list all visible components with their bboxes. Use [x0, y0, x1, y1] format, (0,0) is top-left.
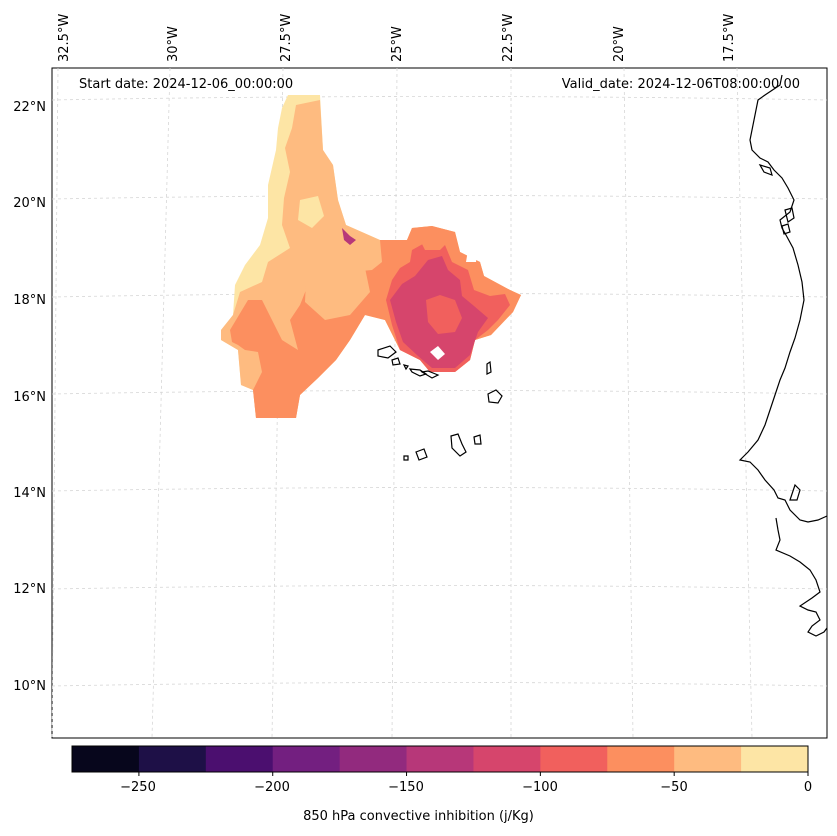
colorbar-label: 850 hPa convective inhibition (j/Kg) [303, 809, 534, 824]
colorbar-tick-marks [138, 772, 809, 776]
colorbar-segment [741, 746, 809, 772]
colorbar-segment [406, 746, 474, 772]
cin-patch-inner-3 [298, 196, 324, 228]
lat-label: 16°N [13, 390, 46, 405]
longitude-labels: 32.5°W 30°W 27.5°W 25°W 22.5°W 20°W 17.5… [57, 14, 737, 62]
island-santiago [450, 433, 467, 457]
colorbar-segment [72, 746, 140, 772]
colorbar-segment [674, 746, 742, 772]
cin-band-minus-150-to-minus-125 [342, 228, 356, 245]
west-africa-coastline [738, 74, 828, 637]
colorbar-tick-label: −250 [120, 780, 156, 795]
cin-contours [221, 95, 521, 418]
lon-label: 22.5°W [501, 14, 516, 62]
island-brava [403, 455, 409, 461]
cin-hole-1 [466, 247, 478, 262]
lat-label: 22°N [13, 100, 46, 115]
island-maio [473, 434, 482, 445]
colorbar-segment [339, 746, 408, 772]
island-sao-nicolau [408, 368, 428, 377]
colorbar-segment [272, 746, 341, 772]
colorbar-segment [607, 746, 675, 772]
island-fogo [415, 448, 428, 461]
lat-label: 20°N [13, 196, 46, 211]
colorbar [72, 746, 809, 772]
colorbar-segment [138, 746, 207, 772]
colorbar-frame [71, 745, 809, 773]
colorbar-tick-label: 0 [803, 780, 813, 795]
lon-label: 27.5°W [279, 14, 294, 62]
lat-label: 14°N [13, 486, 46, 501]
lon-label: 20°W [612, 26, 627, 62]
cin-patch-inner-2 [420, 232, 450, 250]
lon-label: 25°W [390, 26, 405, 62]
cin-patch-inner-4 [305, 256, 370, 320]
colorbar-tick-label: −100 [522, 780, 558, 795]
cin-patch-inner-1 [426, 295, 462, 334]
island-santa-luzia [402, 364, 409, 371]
start-date-label: Start date: 2024-12-06_00:00:00 [79, 77, 294, 92]
colorbar-tick-label: −50 [660, 780, 688, 795]
lat-label: 12°N [13, 582, 46, 597]
lon-label: 32.5°W [57, 14, 72, 62]
lat-label: 18°N [13, 293, 46, 308]
colorbar-tick-label: −150 [388, 780, 424, 795]
graticule [51, 67, 828, 739]
colorbar-segment [473, 746, 541, 772]
cape-verde-islands [377, 345, 503, 461]
colorbar-segment [540, 746, 608, 772]
island-sal-rei-dot [420, 370, 440, 379]
island-sao-vicente [391, 357, 401, 366]
valid-date-label: Valid_date: 2024-12-06T08:00:00.00 [561, 77, 800, 92]
lon-label: 17.5°W [722, 14, 737, 62]
lon-label: 30°W [166, 26, 181, 62]
lat-label: 10°N [13, 679, 46, 694]
colorbar-segment [205, 746, 274, 772]
latitude-labels: 22°N 20°N 18°N 16°N 14°N 12°N 10°N [13, 100, 46, 694]
cin-hole-2 [430, 346, 445, 360]
map-frame [51, 67, 828, 739]
colorbar-tick-label: −200 [254, 780, 290, 795]
island-boa-vista [487, 389, 503, 404]
island-santo-antao [377, 345, 397, 359]
island-sal [486, 360, 492, 375]
